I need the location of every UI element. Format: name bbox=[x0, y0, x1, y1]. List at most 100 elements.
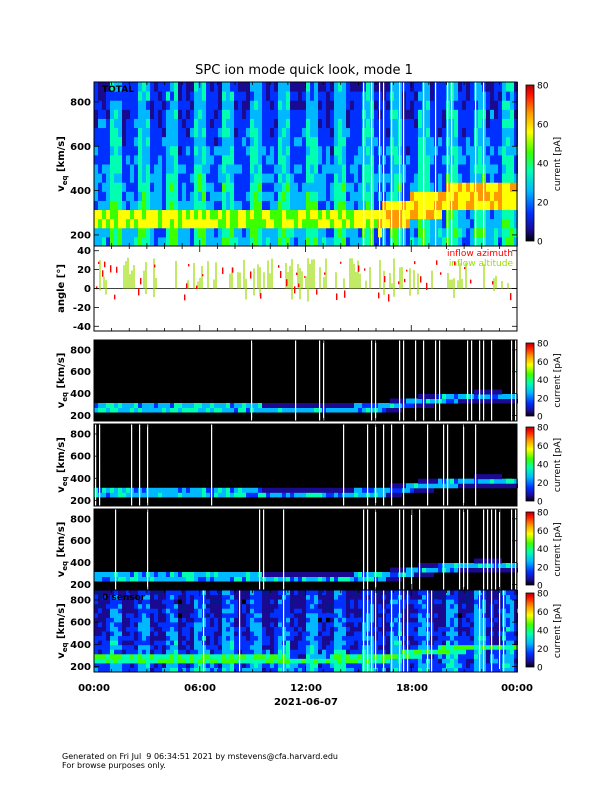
spectrogram-cell bbox=[474, 594, 478, 600]
spectrogram-cell bbox=[306, 191, 310, 201]
spectrogram-cell bbox=[178, 173, 182, 183]
spectrogram-cell bbox=[298, 653, 302, 659]
spectrogram-cell bbox=[314, 626, 318, 632]
spectrogram-cell bbox=[266, 109, 270, 119]
spectrogram-cell bbox=[230, 590, 234, 596]
spectrogram-cell bbox=[142, 640, 146, 646]
spectrogram-cell bbox=[442, 626, 446, 632]
spectrogram-cell bbox=[182, 572, 186, 577]
spectrogram-cell bbox=[278, 603, 282, 609]
spectrogram-cell bbox=[414, 658, 418, 664]
spectrogram-cell bbox=[394, 136, 398, 147]
spectrogram-cell bbox=[330, 209, 334, 220]
spectrogram-cell bbox=[190, 621, 194, 627]
spectrogram-cell bbox=[454, 164, 458, 174]
spectrogram-cell bbox=[258, 182, 262, 192]
spectrogram-cell bbox=[146, 100, 150, 110]
spectrogram-cell bbox=[226, 100, 230, 110]
spectrogram-cell bbox=[270, 200, 274, 211]
spectrogram-cell bbox=[126, 653, 130, 659]
spectrogram-cell bbox=[166, 626, 170, 632]
spectrogram-cell bbox=[474, 398, 478, 404]
spectrogram-cell bbox=[214, 635, 218, 641]
spectrogram-cell bbox=[294, 173, 298, 183]
spectrogram-cell bbox=[278, 118, 282, 129]
spectrogram-cell bbox=[454, 644, 458, 650]
colorbar-tick-label: 80 bbox=[537, 82, 549, 92]
spectrogram-cell bbox=[106, 403, 110, 408]
spectrogram-cell bbox=[142, 631, 146, 637]
spectrogram-cell bbox=[158, 227, 162, 238]
spectrogram-cell bbox=[138, 621, 142, 627]
spectrogram-cell bbox=[506, 173, 510, 183]
spectrogram-cell bbox=[230, 612, 234, 618]
spectrogram-cell bbox=[94, 200, 98, 211]
spectrogram-cell bbox=[462, 109, 466, 119]
spectrogram-cell bbox=[230, 576, 234, 582]
spectrogram-cell bbox=[106, 227, 110, 238]
spectrogram-cell bbox=[386, 658, 390, 664]
spectrogram-cell bbox=[214, 109, 218, 119]
spectrogram-cell bbox=[458, 617, 462, 623]
spectrogram-cell bbox=[350, 82, 354, 92]
spectrogram-cell bbox=[170, 136, 174, 147]
spectrogram-cell bbox=[322, 572, 326, 577]
spectrogram-cell bbox=[114, 590, 118, 596]
spectrogram-cell bbox=[190, 635, 194, 641]
spectrogram-cell bbox=[286, 487, 290, 493]
spectrogram-cell bbox=[410, 398, 414, 404]
colorbar bbox=[525, 342, 535, 417]
spectrogram-cell bbox=[406, 91, 410, 101]
spectrogram-cell bbox=[178, 227, 182, 238]
spectrogram-cell bbox=[490, 109, 494, 119]
colorbar-tick-label: 60 bbox=[537, 358, 549, 368]
spectrogram-cell bbox=[146, 653, 150, 659]
spectrogram-cell bbox=[406, 136, 410, 147]
y-tick-label: 400 bbox=[70, 558, 91, 569]
spectrogram-cell bbox=[338, 91, 342, 101]
spectrogram-cell bbox=[202, 572, 206, 577]
spectrogram-cell bbox=[366, 218, 370, 229]
spectrogram-cell bbox=[454, 640, 458, 646]
spectrogram-cell bbox=[246, 640, 250, 646]
spectrogram-cell bbox=[394, 487, 398, 493]
spectrogram-cell bbox=[230, 200, 234, 211]
colorbar-tick-label: 60 bbox=[537, 527, 549, 537]
spectrogram-cell bbox=[350, 626, 354, 632]
spectrogram-cell bbox=[158, 82, 162, 92]
spectrogram-cell bbox=[358, 82, 362, 92]
spectrogram-cell bbox=[342, 608, 346, 614]
spectrogram-cell bbox=[106, 487, 110, 493]
spectrogram-cell bbox=[114, 200, 118, 211]
spectrogram-cell bbox=[358, 118, 362, 129]
spectrogram-cell bbox=[458, 236, 462, 247]
spectrogram-cell bbox=[126, 572, 130, 577]
spectrogram-cell bbox=[462, 617, 466, 623]
spectrogram-cell bbox=[350, 590, 354, 596]
spectrogram-cell bbox=[498, 164, 502, 174]
spectrogram-cell bbox=[506, 649, 510, 655]
spectrogram-cell bbox=[474, 662, 478, 668]
spectrogram-cell bbox=[214, 572, 218, 577]
spectrogram-cell bbox=[234, 191, 238, 201]
spectrogram-cell bbox=[398, 487, 402, 493]
spectrogram-cell bbox=[358, 218, 362, 229]
spectrogram-cell bbox=[338, 621, 342, 627]
spectrogram-cell bbox=[150, 100, 154, 110]
spectrogram-cell bbox=[194, 236, 198, 247]
spectrogram-cell bbox=[306, 640, 310, 646]
spectrogram-cell bbox=[210, 594, 214, 600]
spectrogram-cell bbox=[478, 127, 482, 138]
spectrogram-cell bbox=[506, 118, 510, 129]
spectrogram-cell bbox=[162, 109, 166, 119]
spectrogram-cell bbox=[486, 631, 490, 637]
spectrogram-cell bbox=[250, 127, 254, 138]
spectrogram-cell bbox=[130, 145, 134, 156]
spectrogram-cell bbox=[462, 653, 466, 659]
spectrogram-cell bbox=[330, 118, 334, 129]
spectrogram-cell bbox=[262, 658, 266, 664]
spectrogram-cell bbox=[218, 407, 222, 413]
spectrogram-cell bbox=[494, 145, 498, 156]
spectrogram-cell bbox=[102, 236, 106, 247]
spectrogram-cell bbox=[162, 608, 166, 614]
